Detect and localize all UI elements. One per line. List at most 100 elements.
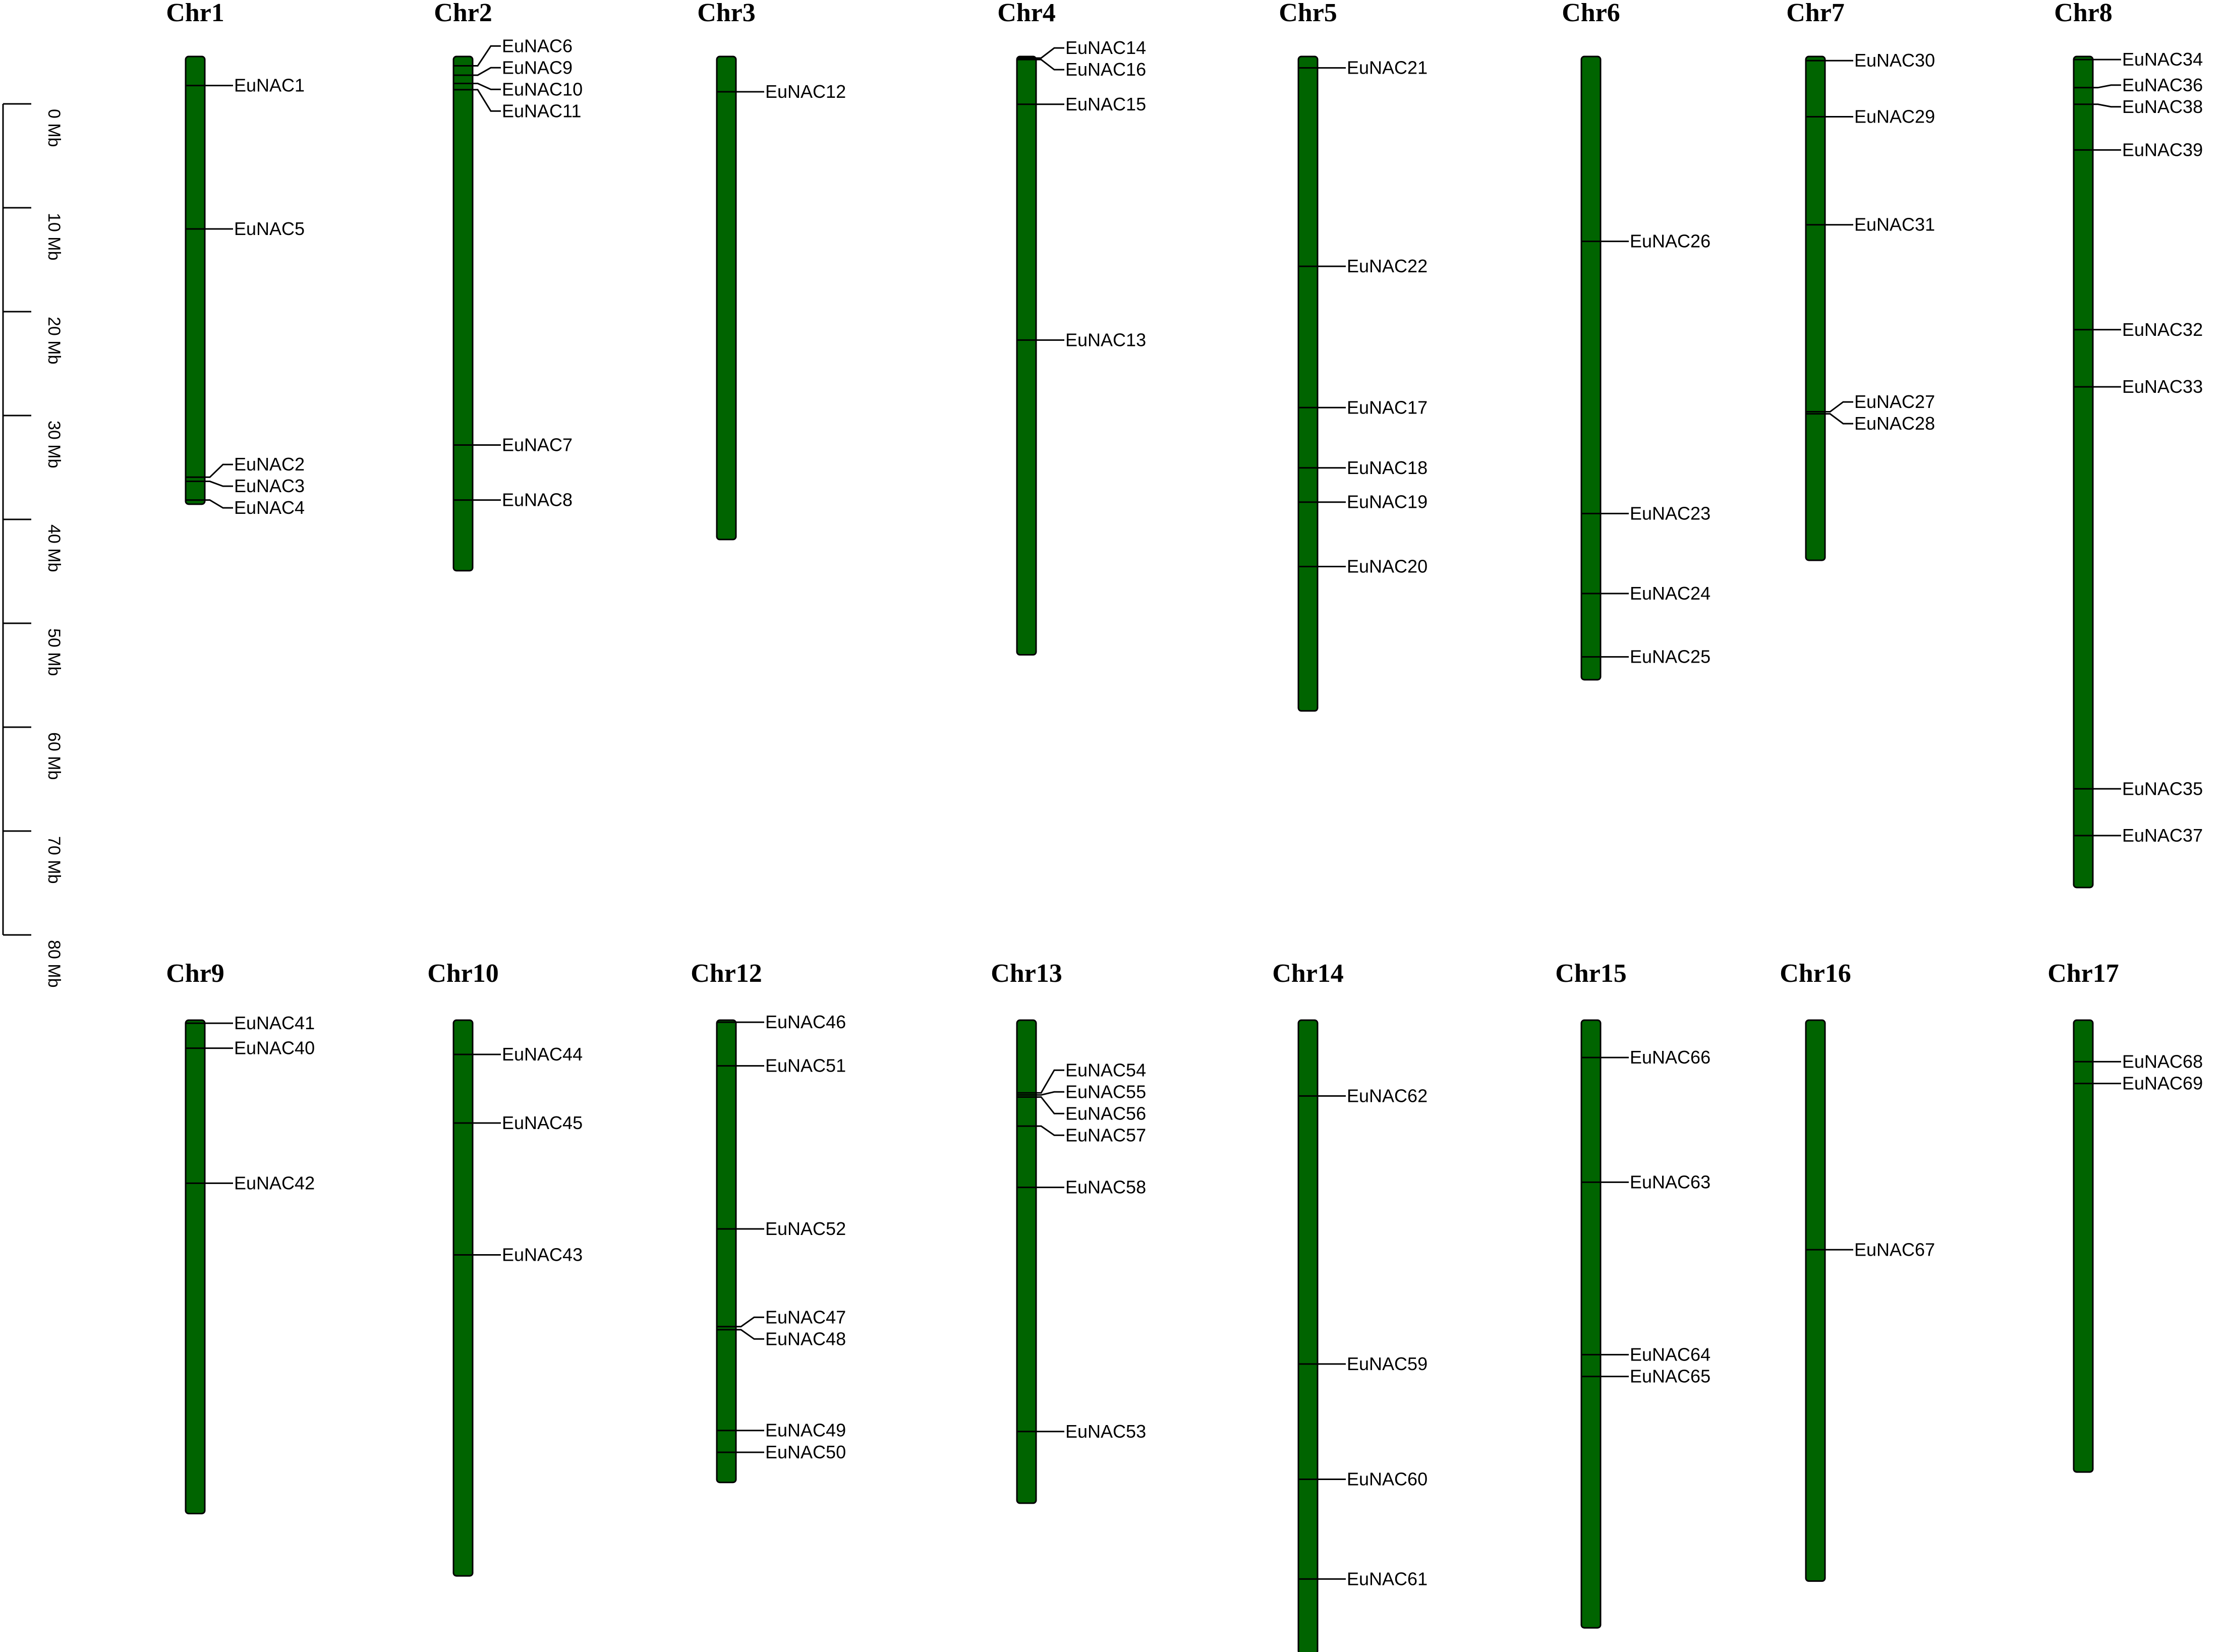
chromosome-title: Chr6 [1562, 0, 1620, 27]
gene-leader-line [473, 83, 501, 90]
chromosome-bar [1297, 1019, 1319, 1652]
gene-marker: EuNAC1 [186, 75, 305, 96]
gene-label: EuNAC7 [502, 434, 573, 455]
chromosome-title: Chr5 [1279, 0, 1337, 27]
gene-marker: EuNAC3 [186, 476, 305, 496]
gene-marker: EuNAC7 [453, 434, 573, 455]
gene-leader-line [473, 67, 501, 76]
gene-label: EuNAC47 [765, 1307, 846, 1327]
gene-label: EuNAC29 [1854, 106, 1935, 127]
chromosome-title: Chr17 [2047, 959, 2119, 988]
gene-marker: EuNAC25 [1581, 646, 1710, 667]
gene-marker: EuNAC22 [1298, 256, 1428, 276]
gene-marker: EuNAC23 [1581, 503, 1710, 523]
gene-label: EuNAC37 [2122, 825, 2203, 846]
chromosome-chr3: Chr3 EuNAC12 [697, 0, 846, 541]
chromosome-bar [1580, 55, 1602, 681]
gene-marker: EuNAC52 [717, 1218, 846, 1239]
gene-label: EuNAC16 [1065, 59, 1146, 80]
chromosome-title: Chr2 [434, 0, 492, 27]
gene-marker: EuNAC29 [1806, 106, 1935, 127]
gene-marker: EuNAC37 [2074, 825, 2203, 846]
gene-label: EuNAC28 [1854, 413, 1935, 434]
chromosome-bar [1016, 55, 1037, 656]
chromosome-chr6: Chr6 EuNAC26 EuNAC23 EuNAC24 EuNAC25 [1562, 0, 1710, 681]
gene-label: EuNAC32 [2122, 319, 2203, 340]
gene-label: EuNAC46 [765, 1012, 846, 1032]
gene-leader-line [1825, 401, 1853, 413]
gene-marker: EuNAC67 [1806, 1239, 1935, 1260]
scale-tick-label: 80 Mb [44, 940, 64, 988]
gene-marker: EuNAC13 [1017, 329, 1146, 350]
gene-label: EuNAC36 [2122, 75, 2203, 95]
gene-label: EuNAC56 [1065, 1103, 1146, 1124]
gene-label: EuNAC55 [1065, 1081, 1146, 1102]
gene-marker: EuNAC15 [1017, 94, 1146, 114]
gene-leader-line [1825, 413, 1853, 425]
gene-marker: EuNAC30 [1806, 50, 1935, 71]
gene-marker: EuNAC14 [1017, 37, 1146, 59]
gene-label: EuNAC24 [1630, 583, 1710, 604]
gene-label: EuNAC61 [1347, 1568, 1428, 1589]
gene-marker: EuNAC63 [1581, 1171, 1710, 1192]
gene-leader-line [205, 499, 233, 509]
gene-label: EuNAC13 [1065, 329, 1146, 350]
gene-marker: EuNAC16 [1017, 58, 1146, 80]
gene-label: EuNAC19 [1347, 492, 1428, 512]
gene-leader-line [1036, 1091, 1064, 1096]
scale-tick-label: 50 Mb [44, 628, 64, 676]
chromosome-bar [716, 1019, 737, 1484]
gene-marker: EuNAC45 [453, 1112, 583, 1133]
scale-tick-label: 30 Mb [44, 421, 64, 468]
chromosome-title: Chr12 [691, 959, 762, 988]
chromosome-bar [716, 55, 737, 541]
gene-marker: EuNAC56 [1017, 1096, 1146, 1124]
gene-marker: EuNAC34 [2074, 49, 2203, 70]
gene-marker: EuNAC11 [453, 89, 581, 121]
gene-label: EuNAC11 [502, 100, 581, 121]
gene-marker: EuNAC57 [1017, 1125, 1146, 1145]
chromosome-chr9: Chr9 EuNAC41 EuNAC40 EuNAC42 [166, 959, 315, 1514]
gene-marker: EuNAC12 [717, 81, 846, 102]
gene-leader-line [205, 463, 233, 478]
gene-marker: EuNAC47 [717, 1307, 846, 1327]
chromosome-bar [1580, 1019, 1602, 1629]
gene-label: EuNAC14 [1065, 37, 1146, 58]
gene-leader-line [736, 1316, 764, 1328]
gene-label: EuNAC18 [1347, 457, 1428, 478]
gene-label: EuNAC38 [2122, 96, 2203, 117]
gene-label: EuNAC44 [502, 1044, 583, 1065]
chromosome-bar [1805, 55, 1826, 561]
chromosome-title: Chr15 [1555, 959, 1627, 988]
gene-leader-line [1036, 58, 1064, 71]
gene-marker: EuNAC28 [1806, 413, 1935, 434]
gene-leader-line [205, 481, 233, 487]
gene-marker: EuNAC4 [186, 497, 305, 518]
gene-label: EuNAC49 [765, 1420, 846, 1441]
gene-label: EuNAC69 [2122, 1073, 2203, 1094]
gene-label: EuNAC26 [1630, 231, 1710, 252]
gene-label: EuNAC60 [1347, 1469, 1428, 1490]
gene-marker: EuNAC41 [186, 1013, 315, 1033]
gene-label: EuNAC39 [2122, 139, 2203, 160]
gene-label: EuNAC10 [502, 79, 583, 99]
chromosome-title: Chr4 [997, 0, 1056, 27]
gene-label: EuNAC40 [234, 1038, 315, 1058]
gene-marker: EuNAC8 [453, 490, 573, 510]
gene-label: EuNAC34 [2122, 49, 2203, 70]
gene-label: EuNAC27 [1854, 391, 1935, 412]
gene-label: EuNAC30 [1854, 50, 1935, 71]
gene-leader-line [473, 89, 501, 112]
gene-label: EuNAC8 [502, 490, 573, 510]
gene-marker: EuNAC60 [1298, 1469, 1428, 1490]
gene-marker: EuNAC44 [453, 1044, 583, 1065]
scale-bar: 0 Mb 10 Mb 20 Mb 30 Mb 40 Mb 50 Mb 60 Mb 70 Mb 8… [2, 103, 64, 988]
gene-label: EuNAC66 [1630, 1047, 1710, 1068]
gene-label: EuNAC52 [765, 1218, 846, 1239]
gene-label: EuNAC57 [1065, 1125, 1146, 1145]
gene-marker: EuNAC2 [186, 454, 305, 478]
gene-label: EuNAC5 [234, 218, 305, 239]
